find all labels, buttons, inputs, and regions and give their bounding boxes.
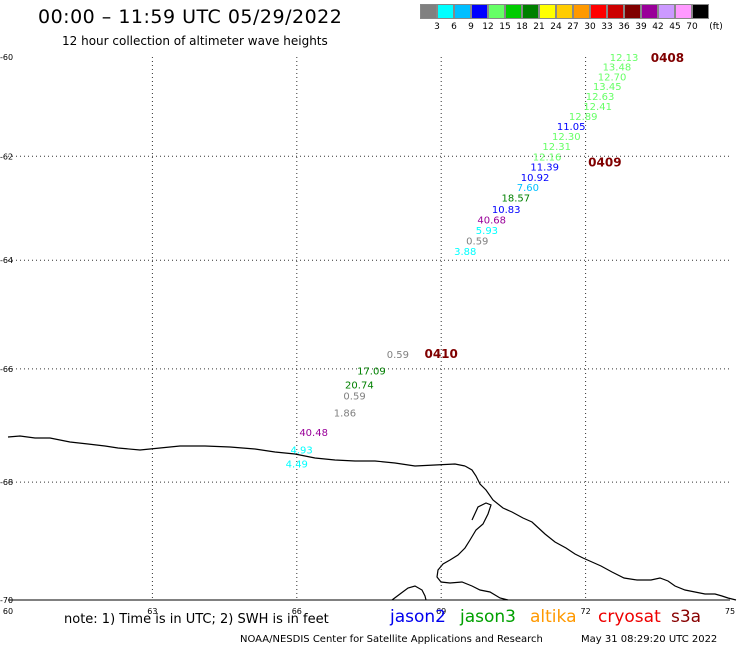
legend-swatch: [471, 4, 488, 19]
legend-swatch: [692, 4, 709, 19]
legend-swatch: [607, 4, 624, 19]
color-scale-legend: 3 6 9 12 15 18 21 24 27 30 33 36 39 42 45 70 (ft): [420, 4, 728, 38]
wave-height-label: 11.05: [557, 122, 586, 133]
y-tick-label: -68: [0, 478, 13, 487]
legend-label: 3: [434, 22, 440, 32]
time-label: 0408: [651, 51, 684, 65]
legend-swatch: [590, 4, 607, 19]
wave-height-label: 10.92: [521, 173, 550, 184]
wave-height-label: 13.48: [603, 63, 632, 74]
wave-height-label: 20.74: [345, 380, 374, 391]
y-tick-label: -60: [0, 53, 13, 62]
x-tick-label: 66: [292, 607, 302, 616]
wave-height-label: 12.16: [533, 152, 562, 163]
sat-s3a: s3a: [671, 607, 702, 627]
wave-height-label: 10.83: [492, 205, 521, 216]
legend-label: 36: [618, 22, 630, 32]
map-title: 00:00 – 11:59 UTC 05/29/2022: [38, 6, 343, 28]
wave-height-label: 40.48: [299, 428, 328, 439]
map-subtitle: 12 hour collection of altimeter wave hei…: [62, 34, 328, 48]
legend-swatch: [624, 4, 641, 19]
sat-jason3: jason3: [460, 607, 516, 627]
footnote: note: 1) Time is in UTC; 2) SWH is in fe…: [64, 612, 329, 627]
y-tick-label: -62: [0, 152, 13, 161]
legend-swatch: [573, 4, 590, 19]
wave-height-label: 12.30: [552, 132, 581, 143]
legend-swatch: [658, 4, 675, 19]
legend-swatch: [505, 4, 522, 19]
legend-labels: 3 6 9 12 15 18 21 24 27 30 33 36 39 42 45 70 (ft): [420, 19, 728, 35]
legend-label: 18: [516, 22, 528, 32]
wave-height-label: 18.57: [501, 193, 530, 204]
credit-line: NOAA/NESDIS Center for Satellite Applica…: [240, 634, 543, 645]
wave-height-label: 3.88: [454, 247, 476, 258]
wave-height-label: 0.59: [387, 350, 409, 361]
x-tick-label: 60: [3, 607, 13, 616]
wave-height-label: 5.93: [476, 226, 498, 237]
legend-label: 12: [482, 22, 494, 32]
legend-swatch: [437, 4, 454, 19]
x-tick-label: 72: [581, 607, 591, 616]
y-tick-label: -66: [0, 365, 13, 374]
sat-altika: altika: [530, 607, 577, 627]
wave-height-label: 12.63: [586, 92, 615, 103]
legend-label: 42: [652, 22, 664, 32]
generated-timestamp: May 31 08:29:20 UTC 2022: [581, 634, 718, 645]
legend-swatch: [522, 4, 539, 19]
wave-height-label: 40.68: [477, 215, 506, 226]
legend-swatch: [420, 4, 437, 19]
legend-swatch: [675, 4, 692, 19]
wave-height-label: 4.49: [286, 460, 308, 471]
wave-height-label: 0.59: [343, 392, 365, 403]
wave-height-label: 13.45: [593, 82, 622, 93]
legend-label: 24: [550, 22, 562, 32]
x-tick-label: 69: [436, 607, 446, 616]
legend-swatch: [488, 4, 505, 19]
x-tick-label: 63: [147, 607, 157, 616]
legend-label: 45: [669, 22, 681, 32]
legend-label: 21: [533, 22, 545, 32]
wave-height-label: 12.89: [569, 112, 598, 123]
y-tick-label: -64: [0, 256, 13, 265]
y-tick-label: -70: [0, 596, 13, 605]
time-label: 0409: [588, 155, 621, 169]
wave-height-label: 12.13: [610, 53, 639, 64]
legend-label: 6: [451, 22, 457, 32]
legend-swatches: [420, 4, 728, 19]
wave-height-label: 12.70: [598, 72, 627, 83]
legend-unit: (ft): [709, 22, 723, 32]
time-label: 0410: [424, 347, 457, 361]
sat-cryosat: cryosat: [598, 607, 661, 627]
sat-jason2: jason2: [390, 607, 446, 627]
legend-label: 33: [601, 22, 613, 32]
wave-height-label: 12.41: [583, 102, 612, 113]
wave-height-label: 1.86: [334, 408, 356, 419]
wave-height-label: 0.59: [466, 236, 488, 247]
legend-swatch: [539, 4, 556, 19]
wave-height-label: 7.60: [517, 183, 539, 194]
x-tick-label: 75: [725, 607, 735, 616]
legend-label: 30: [584, 22, 596, 32]
legend-label: 39: [635, 22, 647, 32]
legend-label: 9: [468, 22, 474, 32]
legend-label: 27: [567, 22, 579, 32]
coastline: [7, 435, 737, 601]
legend-label: 70: [686, 22, 698, 32]
legend-swatch: [556, 4, 573, 19]
wave-height-label: 17.09: [357, 366, 386, 377]
legend-swatch: [454, 4, 471, 19]
wave-height-label: 4.93: [290, 445, 312, 456]
legend-label: 15: [499, 22, 511, 32]
wave-height-label: 11.39: [530, 163, 559, 174]
legend-swatch: [641, 4, 658, 19]
wave-height-label: 12.31: [542, 142, 571, 153]
